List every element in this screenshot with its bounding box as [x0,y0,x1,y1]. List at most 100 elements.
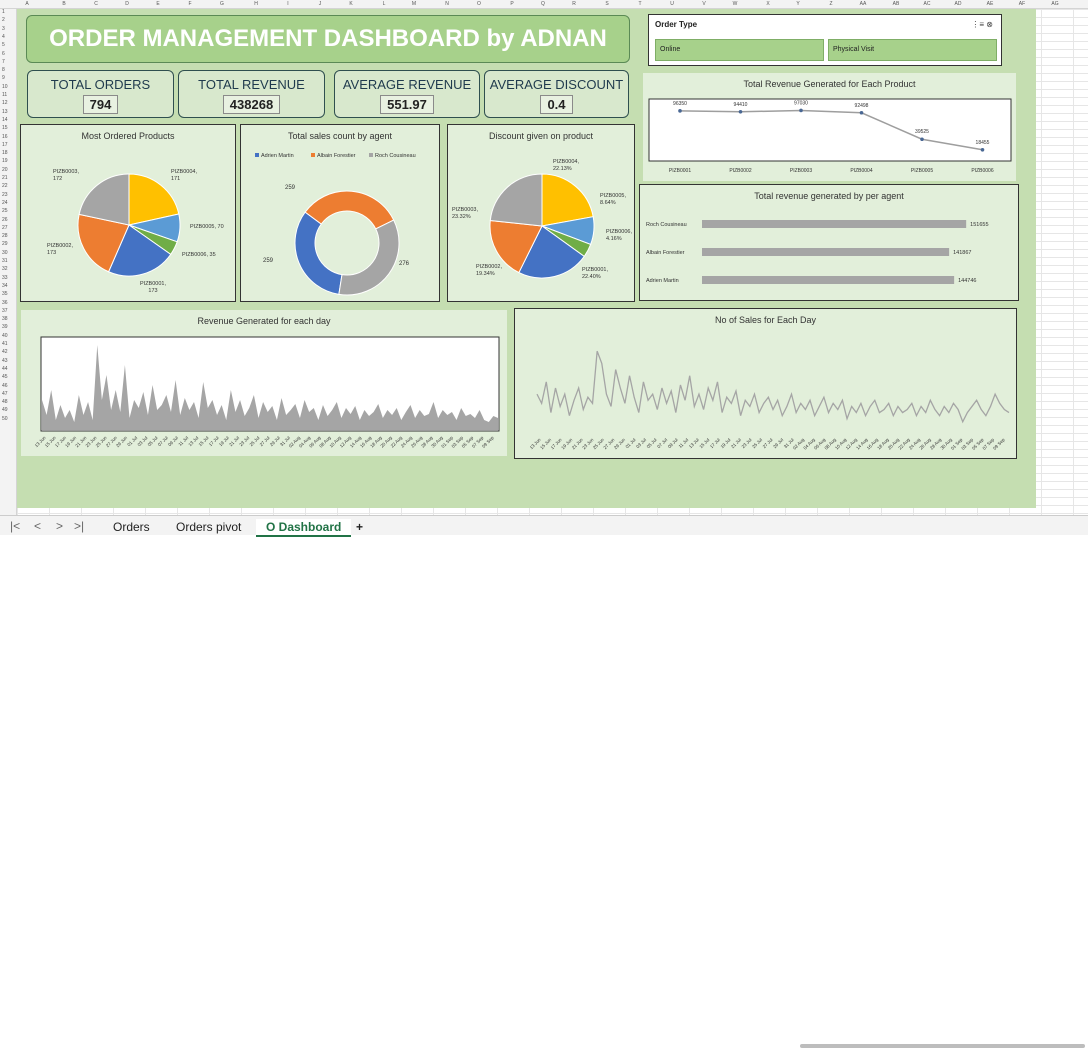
row-header[interactable]: 32 [2,266,8,273]
last-sheet-icon[interactable]: >| [74,519,85,533]
column-header[interactable]: Q [541,1,545,7]
column-header[interactable]: D [125,1,129,7]
row-header[interactable]: 10 [2,83,8,90]
row-header[interactable]: 41 [2,341,8,347]
column-header[interactable]: I [287,1,289,7]
row-header[interactable]: 8 [2,67,5,74]
row-header[interactable]: 46 [2,382,8,389]
row-header[interactable]: 36 [2,299,8,306]
clear-filter-icon[interactable]: ⋮≡ ⊗ [971,20,993,29]
row-header[interactable]: 23 [2,191,8,198]
row-header[interactable]: 48 [2,399,8,406]
row-header[interactable]: 35 [2,291,8,298]
row-header[interactable]: 28 [2,233,8,240]
row-header[interactable]: 24 [2,199,8,206]
row-header[interactable]: 31 [2,258,8,264]
slicer-option-online[interactable]: Online [655,39,824,61]
row-header[interactable]: 45 [2,374,8,381]
column-header[interactable]: AE [986,1,994,7]
column-header[interactable]: AF [1018,1,1026,7]
column-header[interactable]: P [510,1,514,7]
row-header[interactable]: 13 [2,108,8,115]
first-sheet-icon[interactable]: |< [10,519,21,533]
row-header[interactable]: 34 [2,282,8,289]
prev-sheet-icon[interactable]: < [34,519,42,533]
row-header[interactable]: 17 [2,141,8,148]
column-header[interactable]: B [62,1,66,7]
row-header[interactable]: 5 [2,42,5,49]
column-header[interactable]: AC [923,1,931,7]
column-header[interactable]: A [25,1,29,7]
column-header[interactable]: R [572,1,576,7]
chart-sales-per-day[interactable]: No of Sales for Each Day 13 Jun 15 Jun 17 … [514,308,1017,459]
row-header[interactable]: 22 [2,183,8,190]
row-header[interactable]: 4 [2,33,5,40]
row-header[interactable]: 16 [2,133,8,140]
column-header[interactable]: AG [1051,1,1059,7]
column-header[interactable]: K [349,1,353,7]
row-header[interactable]: 18 [2,150,8,157]
row-header[interactable]: 14 [2,116,8,123]
tab-orders-pivot[interactable]: Orders pivot [176,520,242,534]
column-header[interactable]: H [254,1,258,7]
chart-discount-by-product[interactable]: Discount given on product PIZB0004, 22.13… [447,124,635,302]
chart-sales-count-by-agent[interactable]: Total sales count by agent Adrien Martin… [240,124,440,302]
row-header[interactable]: 25 [2,208,8,215]
column-header[interactable]: G [220,1,224,7]
column-header[interactable]: Y [796,1,800,7]
tab-orders[interactable]: Orders [113,520,150,534]
row-header[interactable]: 40 [2,332,8,339]
column-header[interactable]: L [382,1,386,7]
tab-o-dashboard[interactable]: O Dashboard [256,519,352,537]
row-header[interactable]: 7 [2,58,5,65]
column-header[interactable]: V [702,1,706,7]
column-header[interactable]: AD [954,1,962,7]
row-header[interactable]: 19 [2,158,8,165]
column-header[interactable]: O [477,1,481,7]
row-header[interactable]: 42 [2,349,8,356]
row-header[interactable]: 1 [2,9,5,15]
add-sheet-button[interactable]: + [356,520,364,534]
column-header[interactable]: U [670,1,674,7]
row-header[interactable]: 12 [2,100,8,107]
order-type-slicer[interactable]: Order Type ⋮≡ ⊗ Online Physical Visit [648,14,1002,66]
chart-revenue-per-product[interactable]: Total Revenue Generated for Each Product… [642,72,1017,182]
row-header[interactable]: 44 [2,365,8,372]
column-header[interactable]: X [766,1,770,7]
column-header[interactable]: Z [829,1,833,7]
row-header[interactable]: 29 [2,241,8,248]
column-header[interactable]: J [318,1,322,7]
row-header[interactable]: 15 [2,125,8,132]
row-header[interactable]: 38 [2,316,8,323]
row-header[interactable]: 3 [2,25,5,32]
column-header[interactable]: C [94,1,98,7]
next-sheet-icon[interactable]: > [56,519,64,533]
row-header[interactable]: 11 [2,92,8,98]
column-header[interactable]: E [156,1,160,7]
row-header[interactable]: 43 [2,357,8,364]
column-header[interactable]: W [732,1,738,7]
row-header[interactable]: 49 [2,407,8,414]
column-header[interactable]: M [411,1,417,7]
horizontal-scrollbar[interactable] [800,1044,1085,1048]
column-header[interactable]: T [638,1,642,7]
row-header[interactable]: 47 [2,390,8,397]
row-header[interactable]: 9 [2,75,5,82]
chart-revenue-per-agent[interactable]: Total revenue generated by per agent Roc… [639,184,1019,301]
column-header[interactable]: AA [859,1,867,7]
row-header[interactable]: 21 [2,175,8,181]
row-header[interactable]: 6 [2,50,5,57]
row-header[interactable]: 2 [2,17,5,24]
chart-most-ordered-products[interactable]: Most Ordered Products PIZB0004, 171 PIZB00… [20,124,236,302]
row-header[interactable]: 39 [2,324,8,331]
column-header[interactable]: F [188,1,192,7]
row-header[interactable]: 26 [2,216,8,223]
chart-revenue-per-day[interactable]: Revenue Generated for each day 13 Jun 15 … [20,309,508,457]
column-header[interactable]: AB [892,1,900,7]
column-header[interactable]: N [445,1,449,7]
row-header[interactable]: 37 [2,307,8,314]
row-header[interactable]: 33 [2,274,8,281]
row-header[interactable]: 30 [2,249,8,256]
slicer-option-physical-visit[interactable]: Physical Visit [828,39,997,61]
row-header[interactable]: 50 [2,415,8,422]
